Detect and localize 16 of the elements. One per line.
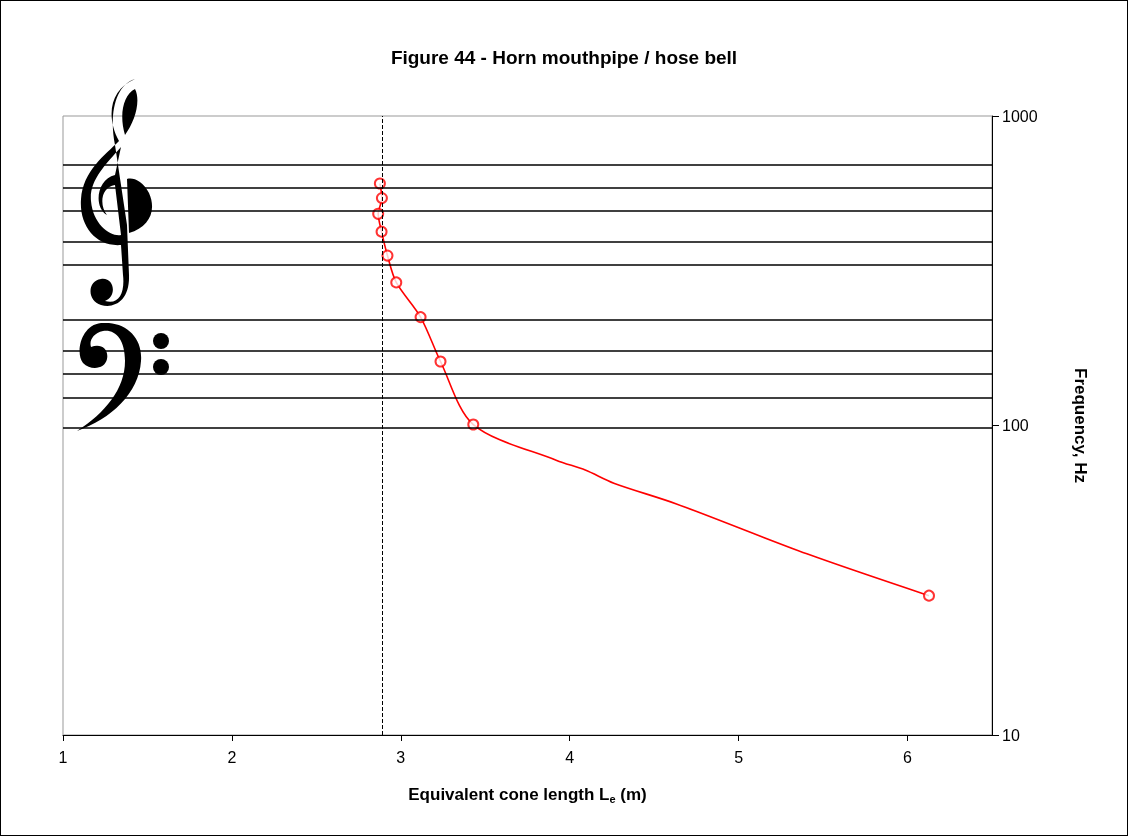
point xyxy=(923,589,935,602)
x-tick-label: 3 xyxy=(396,748,406,766)
point xyxy=(434,355,447,368)
y-axis-title: Frequency, Hz xyxy=(1071,368,1090,483)
x-tick-label: 2 xyxy=(227,748,237,766)
y-tick-label: 1000 xyxy=(1002,107,1038,125)
x-tick-label: 6 xyxy=(903,748,913,766)
chart-title: Figure 44 - Horn mouthpipe / hose bell xyxy=(390,47,738,68)
x-tick-label: 1 xyxy=(58,748,68,766)
y-tick-label: 100 xyxy=(1002,417,1029,434)
point xyxy=(375,192,388,205)
x-tick-label: 5 xyxy=(734,748,744,766)
point xyxy=(381,249,394,262)
x-tick-label: 4 xyxy=(565,748,575,766)
point xyxy=(390,276,403,289)
y-tick-label: 10 xyxy=(1002,726,1020,744)
